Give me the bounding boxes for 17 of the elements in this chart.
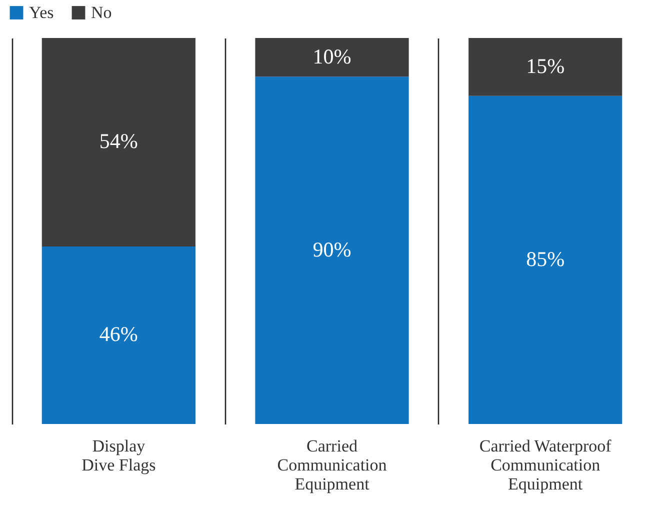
data-label: 46% (99, 322, 138, 346)
data-label: 90% (312, 237, 352, 262)
bar (42, 246, 196, 424)
data-label: 15% (526, 54, 565, 78)
bar (255, 76, 409, 424)
x-tick-label: Display Dive Flags (82, 436, 156, 474)
data-label: 54% (99, 129, 138, 154)
bar (255, 38, 409, 77)
data-label: 10% (312, 44, 352, 68)
x-tick-label: Carried Communication Equipment (277, 436, 388, 494)
legend-label: No (91, 2, 112, 22)
x-tick-label: Carried Waterproof Communication Equipment (479, 436, 612, 494)
data-label: 85% (526, 246, 565, 271)
bar (42, 38, 196, 246)
bar (468, 96, 622, 424)
bar (468, 38, 622, 96)
legend-label: Yes (29, 2, 54, 22)
